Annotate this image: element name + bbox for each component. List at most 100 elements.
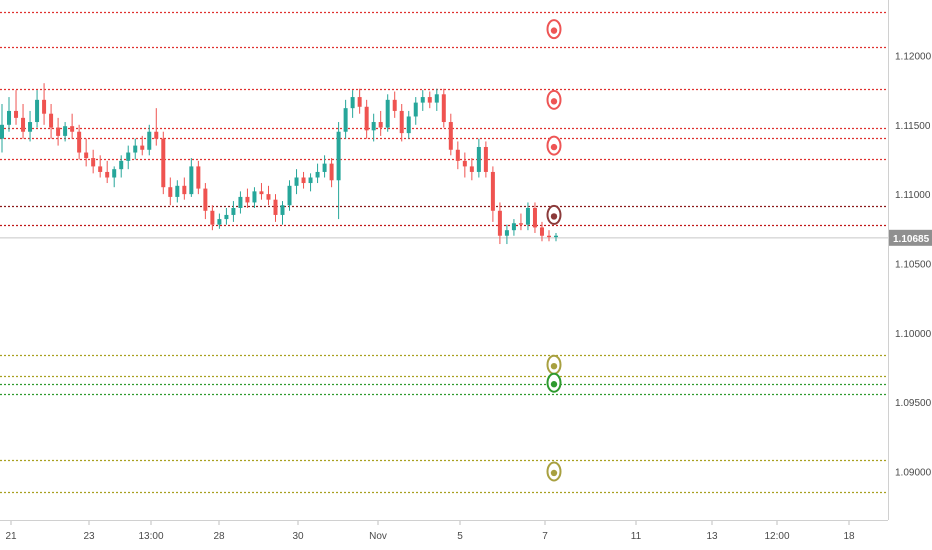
- candle-body: [273, 199, 278, 215]
- level-marker-1[interactable]: [546, 19, 562, 40]
- marker-dot: [550, 27, 558, 34]
- candle-80: [554, 232, 558, 242]
- candle-body: [35, 99, 40, 123]
- candle-body: [77, 131, 82, 153]
- candle-body: [350, 97, 355, 109]
- price-tick-label: 1.11000: [895, 190, 931, 201]
- candle-body: [441, 94, 446, 123]
- time-tick-label: 18: [843, 531, 855, 542]
- candle-39: [266, 185, 271, 206]
- candle-7: [42, 83, 47, 125]
- candle-body: [308, 177, 313, 184]
- candle-body: [259, 191, 264, 195]
- level-marker-2[interactable]: [546, 89, 562, 110]
- candle-16: [105, 160, 110, 184]
- price-tick-label: 1.10500: [895, 259, 932, 270]
- price-tick-label: 1.10000: [895, 329, 932, 340]
- candle-28: [189, 158, 194, 197]
- candle-body: [168, 187, 173, 197]
- candle-10: [63, 122, 68, 142]
- candle-70: [483, 141, 488, 178]
- candle-45: [308, 173, 313, 192]
- candle-19: [126, 145, 131, 170]
- time-tick-label: 28: [213, 531, 225, 542]
- candle-body: [154, 131, 159, 139]
- candle-59: [406, 110, 411, 139]
- candle-body: [224, 214, 229, 220]
- level-marker-4[interactable]: [546, 204, 562, 225]
- candle-27: [182, 177, 187, 200]
- time-tick-label: 13: [706, 531, 718, 542]
- candle-body: [28, 122, 33, 132]
- candlesticks: [0, 83, 558, 245]
- candle-64: [441, 88, 446, 128]
- candle-36: [245, 188, 250, 208]
- candle-44: [301, 171, 306, 189]
- candle-body: [196, 166, 201, 189]
- candle-body: [133, 145, 138, 153]
- price-axis[interactable]: 1.12000 1.11500 1.11000 1.10500 1.10000 1.095…: [895, 51, 932, 478]
- candle-body: [462, 160, 467, 167]
- candle-body: [63, 126, 68, 136]
- candle-40: [273, 194, 278, 222]
- marker-dot: [550, 469, 558, 477]
- candle-body: [406, 116, 411, 134]
- candle-1: [0, 104, 4, 153]
- time-axis[interactable]: 21 23 13:00 28 30 Nov 5 7 11 13 12:00 18: [5, 521, 855, 542]
- candle-29: [196, 160, 201, 195]
- level-marker-5[interactable]: [546, 354, 562, 375]
- candle-body: [343, 108, 348, 132]
- candle-body: [420, 97, 425, 103]
- candle-body: [119, 160, 124, 170]
- candle-72: [497, 202, 502, 245]
- candle-body: [301, 177, 306, 184]
- marker-dot: [550, 362, 558, 370]
- candle-body: [357, 97, 362, 107]
- candle-body: [497, 210, 502, 236]
- candle-body: [455, 149, 460, 161]
- candle-body: [329, 163, 334, 181]
- current-price-tag: 1.10685: [889, 229, 932, 246]
- candle-14: [91, 149, 96, 174]
- candle-73: [504, 224, 509, 245]
- candle-body: [434, 94, 439, 103]
- current-price-label: 1.10685: [893, 234, 930, 245]
- candle-body: [21, 117, 26, 132]
- level-markers: [546, 19, 562, 482]
- candle-46: [315, 163, 320, 184]
- candle-5: [28, 110, 33, 142]
- level-marker-7[interactable]: [546, 461, 562, 482]
- candle-24: [161, 131, 166, 195]
- current-price-tag-bg: [889, 229, 932, 246]
- candle-body: [427, 97, 432, 103]
- candle-body: [0, 124, 4, 139]
- candle-26: [175, 180, 180, 203]
- candle-body: [294, 177, 299, 186]
- horizontal-levels: [0, 11, 888, 494]
- candle-71: [490, 166, 495, 222]
- candle-76: [525, 202, 530, 231]
- marker-dot: [550, 213, 558, 220]
- candle-body: [7, 110, 12, 125]
- candle-body: [161, 138, 166, 188]
- candle-body: [245, 196, 250, 203]
- candle-body: [126, 152, 131, 161]
- candle-body: [539, 227, 544, 236]
- candle-69: [476, 138, 481, 178]
- candle-35: [238, 191, 243, 214]
- candle-body: [518, 223, 523, 225]
- candle-body: [217, 219, 222, 225]
- candle-body: [413, 102, 418, 117]
- candle-78: [539, 221, 544, 242]
- candle-body: [399, 110, 404, 134]
- candle-61: [420, 90, 425, 111]
- candle-62: [427, 91, 432, 109]
- level-marker-6[interactable]: [546, 372, 562, 393]
- price-tick-label: 1.09500: [895, 398, 932, 409]
- time-tick-label: 23: [83, 531, 95, 542]
- candle-21: [140, 135, 145, 156]
- level-marker-3[interactable]: [546, 135, 562, 156]
- candle-49: [336, 122, 341, 220]
- candle-body: [238, 196, 243, 208]
